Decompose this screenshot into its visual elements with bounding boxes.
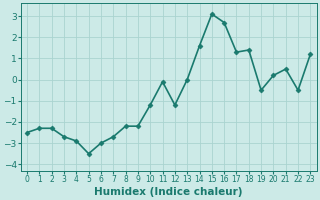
X-axis label: Humidex (Indice chaleur): Humidex (Indice chaleur) (94, 187, 243, 197)
